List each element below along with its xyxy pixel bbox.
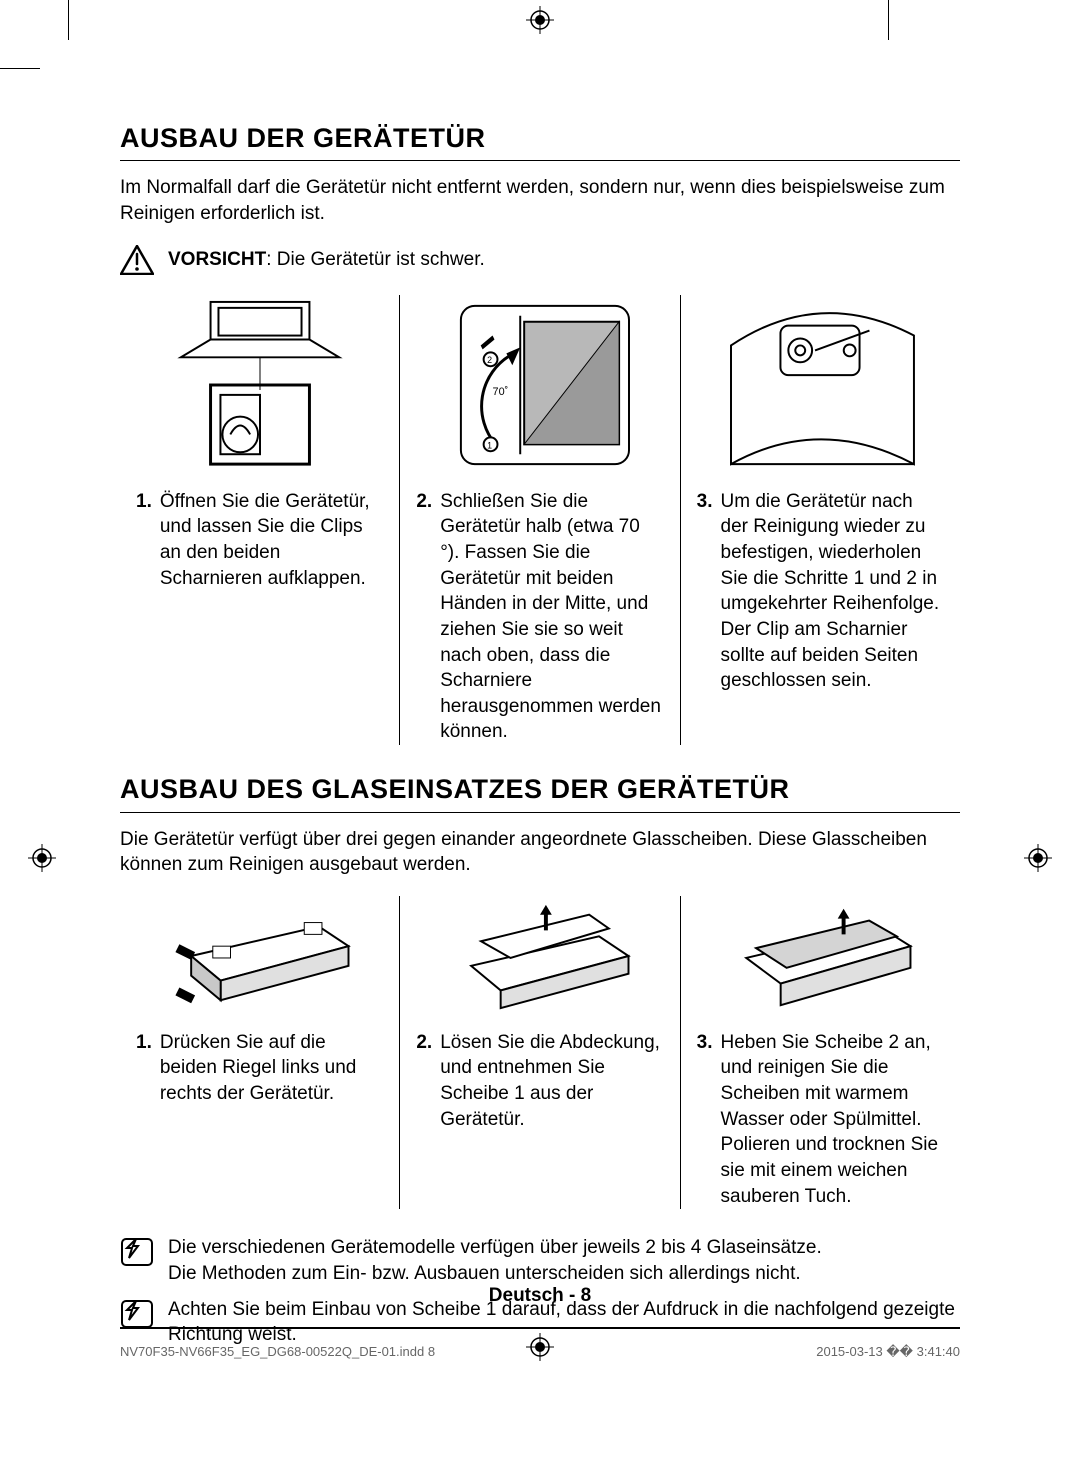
step-num: 3. (697, 489, 713, 694)
figure-glass-remove2 (720, 896, 920, 1016)
step-1: 1. Drücken Sie auf die beiden Riegel lin… (120, 896, 399, 1209)
footer-filename: NV70F35-NV66F35_EG_DG68-00522Q_DE-01.ind… (120, 1343, 435, 1361)
crop-mark (888, 0, 889, 40)
step-body: Lösen Sie die Abdeckung, und entnehmen S… (440, 1030, 663, 1133)
warning-triangle-icon (120, 245, 154, 275)
registration-mark-icon (1024, 844, 1052, 872)
step-1-text: 1. Öffnen Sie die Gerätetür, und lassen … (136, 489, 383, 592)
step-num: 1. (136, 489, 152, 592)
step-2: 2 1 70˚ 2. Schließen Sie die Gerätetür h… (399, 295, 679, 745)
warning-row: VORSICHT: Die Gerätetür ist schwer. (120, 245, 960, 275)
note-1: Die verschiedenen Gerätemodelle verfügen… (120, 1235, 960, 1286)
footer-rule (120, 1327, 960, 1329)
step-num: 1. (136, 1030, 152, 1107)
step-body: Drücken Sie auf die beiden Riegel links … (160, 1030, 383, 1107)
footer-timestamp: 2015-03-13 �� 3:41:40 (816, 1343, 960, 1361)
figure-door-70deg: 2 1 70˚ (440, 295, 640, 475)
crop-mark (0, 68, 40, 69)
crop-mark (68, 0, 69, 40)
figure-glass-remove1 (440, 896, 640, 1016)
step-body: Öffnen Sie die Gerätetür, und lassen Sie… (160, 489, 383, 592)
step-num: 2. (416, 1030, 432, 1133)
section2-intro: Die Gerätetür verfügt über drei gegen ei… (120, 827, 960, 878)
registration-mark-icon (28, 844, 56, 872)
step-2: 2. Lösen Sie die Abdeckung, und entnehme… (399, 896, 679, 1209)
step-2-text: 2. Schließen Sie die Gerätetür halb (etw… (416, 489, 663, 745)
warning-label: VORSICHT (168, 249, 266, 270)
step-body: Um die Gerätetür nach der Reinigung wied… (721, 489, 944, 694)
page-content: AUSBAU DER GERÄTETÜR Im Normalfall darf … (120, 120, 960, 1358)
section2-title: AUSBAU DES GLASEINSATZES DER GERÄTETÜR (120, 771, 960, 812)
footer-language: Deutsch - 8 (0, 1283, 1080, 1309)
registration-mark-icon (526, 6, 554, 34)
figure-glass-latches (160, 896, 360, 1016)
figure-door-open (160, 295, 360, 475)
section2-steps: 1. Drücken Sie auf die beiden Riegel lin… (120, 896, 960, 1209)
step-num: 2. (416, 489, 432, 745)
svg-text:1: 1 (487, 440, 492, 450)
note-1-text: Die verschiedenen Gerätemodelle verfügen… (168, 1235, 822, 1286)
step-num: 3. (697, 1030, 713, 1209)
svg-text:2: 2 (487, 355, 492, 365)
warning-body: : Die Gerätetür ist schwer. (266, 249, 485, 270)
figure-hinge-clip (720, 295, 920, 475)
step-1-text: 1. Drücken Sie auf die beiden Riegel lin… (136, 1030, 383, 1107)
warning-text: VORSICHT: Die Gerätetür ist schwer. (168, 247, 485, 273)
section1-steps: 1. Öffnen Sie die Gerätetür, und lassen … (120, 295, 960, 745)
step-body: Schließen Sie die Gerätetür halb (etwa 7… (440, 489, 663, 745)
step-3: 3. Heben Sie Scheibe 2 an, und reinigen … (680, 896, 960, 1209)
note-icon (120, 1237, 154, 1267)
section1-title: AUSBAU DER GERÄTETÜR (120, 120, 960, 161)
step-3-text: 3. Heben Sie Scheibe 2 an, und reinigen … (697, 1030, 944, 1209)
section1-intro: Im Normalfall darf die Gerätetür nicht e… (120, 175, 960, 226)
step-3: 3. Um die Gerätetür nach der Reinigung w… (680, 295, 960, 745)
step-1: 1. Öffnen Sie die Gerätetür, und lassen … (120, 295, 399, 745)
step-3-text: 3. Um die Gerätetür nach der Reinigung w… (697, 489, 944, 694)
step-body: Heben Sie Scheibe 2 an, und reinigen Sie… (721, 1030, 944, 1209)
step-2-text: 2. Lösen Sie die Abdeckung, und entnehme… (416, 1030, 663, 1133)
angle-label: 70˚ (493, 386, 509, 398)
